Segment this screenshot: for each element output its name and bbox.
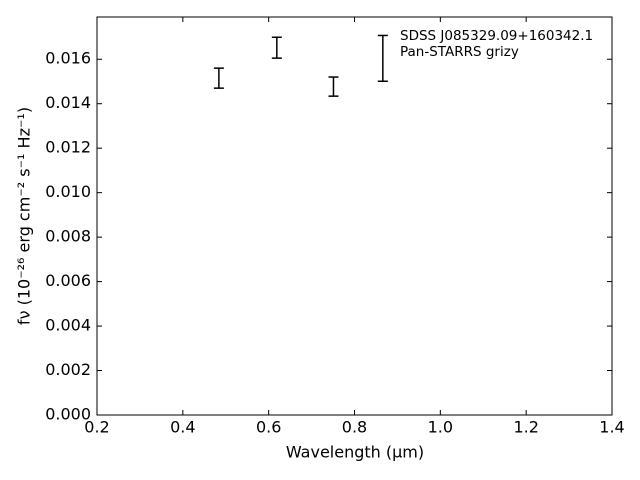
y-axis-label: fν (10⁻²⁶ erg cm⁻² s⁻¹ Hz⁻¹) <box>15 107 34 325</box>
legend: SDSS J085329.09+160342.1 Pan-STARRS griz… <box>400 28 594 60</box>
y-tick-label: 0.002 <box>45 360 91 379</box>
error-bar <box>377 34 388 83</box>
error-bar <box>328 76 339 97</box>
x-tick-label: 0.2 <box>84 418 109 437</box>
plot-frame <box>96 16 613 416</box>
x-tick-label: 1.0 <box>428 418 453 437</box>
y-tick-label: 0.004 <box>45 316 91 335</box>
y-tick-label: 0.012 <box>45 138 91 157</box>
y-tick-label: 0.014 <box>45 93 91 112</box>
x-tick-label: 0.4 <box>170 418 195 437</box>
y-tick-label: 0.008 <box>45 227 91 246</box>
x-tick-label: 1.4 <box>599 418 624 437</box>
y-tick-label: 0.010 <box>45 182 91 201</box>
x-axis-label: Wavelength (μm) <box>286 443 424 462</box>
error-bar <box>271 36 282 59</box>
y-tick-label: 0.016 <box>45 49 91 68</box>
x-tick-label: 0.6 <box>256 418 281 437</box>
y-tick-label: 0.006 <box>45 271 91 290</box>
y-tick-label: 0.000 <box>45 405 91 424</box>
x-tick-label: 0.8 <box>342 418 367 437</box>
error-bar <box>213 67 224 89</box>
x-tick-label: 1.2 <box>513 418 538 437</box>
